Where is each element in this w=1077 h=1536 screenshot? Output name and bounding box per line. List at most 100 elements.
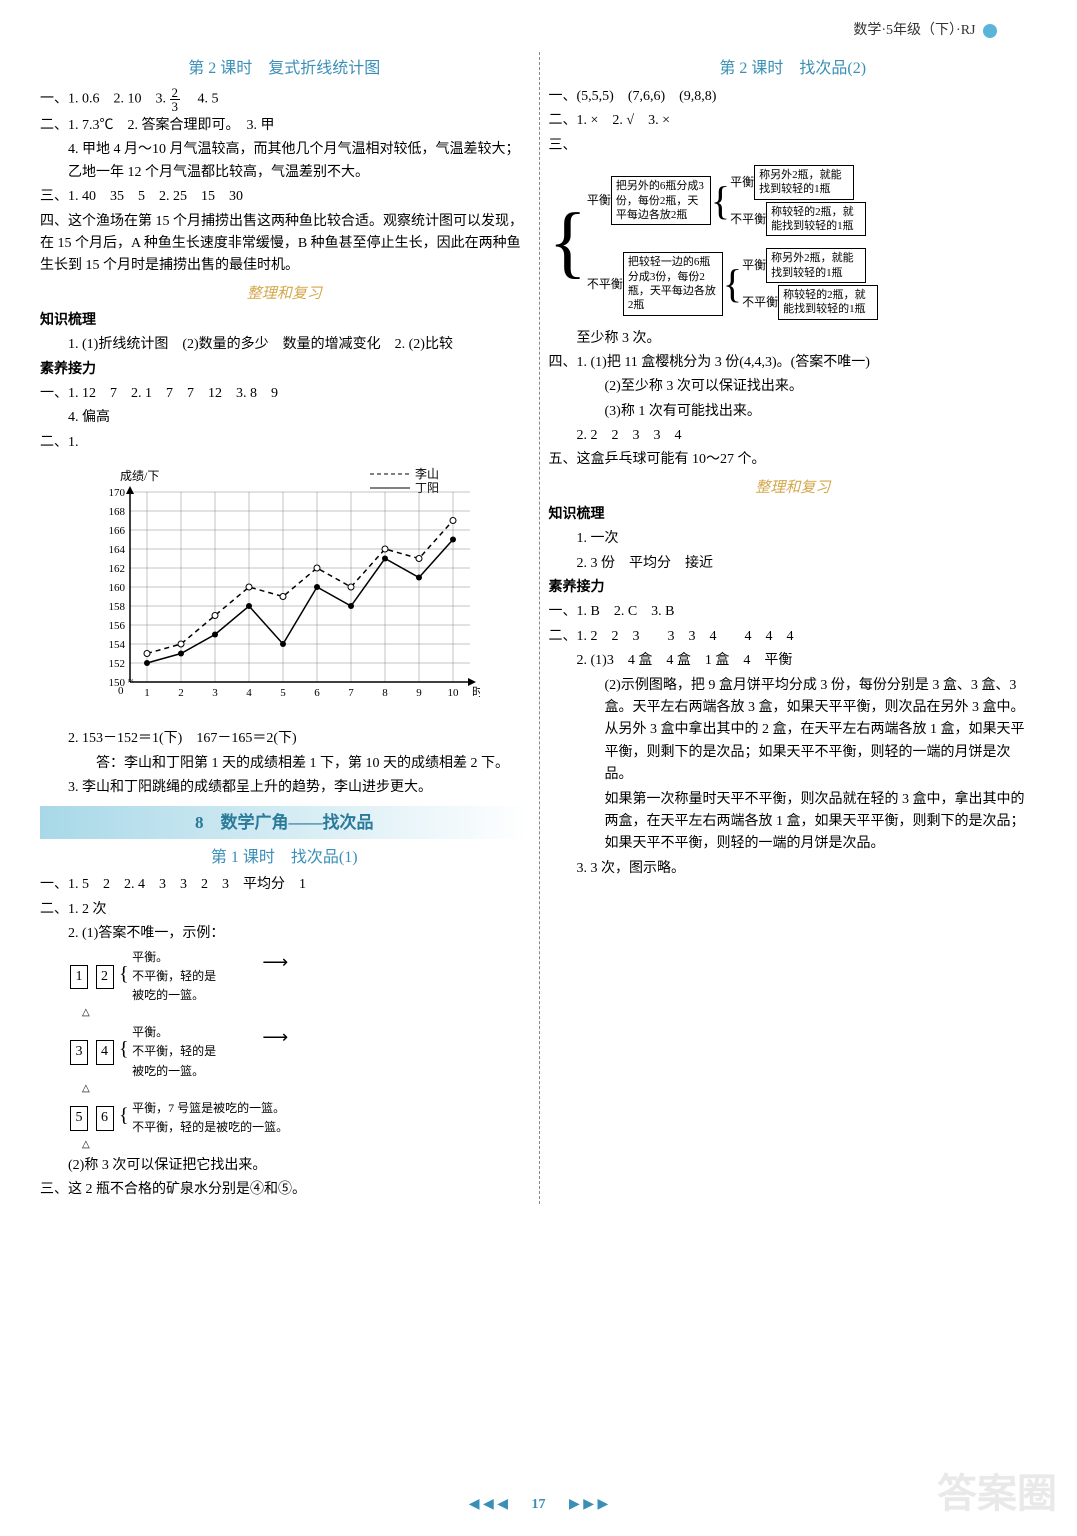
svg-text:丁阳: 丁阳 <box>415 481 439 495</box>
text-line: 3. 3 次，图示略。 <box>549 858 1038 880</box>
left-title-2: 整理和复习 <box>40 282 529 306</box>
header-text: 数学·5年级（下）·RJ <box>853 23 975 38</box>
box: 2 <box>96 965 114 989</box>
text-line: (2)示例图略，把 9 盒月饼平均分成 3 份，每份分别是 3 盒、3 盒、3 … <box>549 675 1038 787</box>
text-line: 如果第一次称量时天平不平衡，则次品就在轻的 3 盒中，拿出其中的两盒，在天平左右… <box>549 789 1038 856</box>
box: 1 <box>70 965 88 989</box>
text: 4. 5 <box>184 92 219 107</box>
left-title-1: 第 2 课时 复式折线统计图 <box>40 56 529 82</box>
chapter-title: 8 数学广角——找次品 <box>40 806 529 839</box>
main-columns: 第 2 课时 复式折线统计图 一、1. 0.6 2. 10 3. 2 3 4. … <box>40 52 1037 1203</box>
svg-text:164: 164 <box>109 544 126 556</box>
svg-text:李山: 李山 <box>415 466 439 481</box>
text-line: 二、1. × 2. √ 3. × <box>549 110 1038 132</box>
text-line: 4. 甲地 4 月～10 月气温较高，而其他几个月气温相对较低，气温差较大；乙地… <box>40 139 529 184</box>
left-title-3: 第 1 课时 找次品(1) <box>40 845 529 871</box>
tree-label: 不平衡 <box>587 276 623 293</box>
svg-text:5: 5 <box>280 687 286 699</box>
svg-text:6: 6 <box>314 687 320 699</box>
text-line: 2. 2 2 3 3 4 <box>549 425 1038 447</box>
text-line: 2. 153－152＝1(下) 167－165＝2(下) <box>40 728 529 750</box>
text-line: (2)称 3 次可以保证把它找出来。 <box>40 1155 529 1177</box>
tree-label: 平衡 <box>742 257 766 274</box>
page-footer: ◀ ◀ ◀ 17 ▶ ▶ ▶ <box>0 1494 1077 1516</box>
svg-text:0: 0 <box>118 685 124 697</box>
heading: 知识梳理 <box>40 310 529 332</box>
arrow-icon: ⟶ <box>262 1023 288 1052</box>
text-line: 四、这个渔场在第 15 个月捕捞出售这两种鱼比较合适。观察统计图可以发现，在 1… <box>40 211 529 278</box>
denominator: 3 <box>170 100 181 113</box>
tree-box: 称另外2瓶，就能找到较轻的1瓶 <box>766 248 866 283</box>
tree-box: 把较轻一边的6瓶分成3份，每份2瓶，天平每边各放2瓶 <box>623 252 723 315</box>
text: 平衡，7 号篮是被吃的一篮。 <box>132 1101 285 1115</box>
chart-svg: 成绩/下李山丁阳15015215415615816016216416616817… <box>80 462 480 712</box>
text-line: 五、这盒乒乓球可能有 10～27 个。 <box>549 449 1038 471</box>
text-line: 一、1. 12 7 2. 1 7 7 12 3. 8 9 <box>40 383 529 405</box>
text-line: 一、1. 0.6 2. 10 3. 2 3 4. 5 <box>40 86 529 113</box>
text-line: (3)称 1 次有可能找出来。 <box>549 401 1038 423</box>
page-number: 17 <box>532 1497 546 1512</box>
right-column: 第 2 课时 找次品(2) 一、(5,5,5) (7,6,6) (9,8,8) … <box>549 52 1038 1203</box>
page-header: 数学·5年级（下）·RJ <box>40 20 1037 42</box>
text: 不平衡，轻的是被吃的一篮。 <box>132 1044 216 1077</box>
footer-right-arrows: ▶ ▶ ▶ <box>569 1497 608 1512</box>
text-line: 1. 一次 <box>549 528 1038 550</box>
text: 平衡。 <box>132 1025 168 1039</box>
svg-text:162: 162 <box>109 563 126 575</box>
line-chart: 成绩/下李山丁阳15015215415615816016216416616817… <box>80 462 529 720</box>
column-divider <box>539 52 540 1203</box>
heading: 素养接力 <box>549 577 1038 599</box>
svg-text:170: 170 <box>109 487 126 499</box>
text-line: 一、1. B 2. C 3. B <box>549 601 1038 623</box>
text-line: 一、(5,5,5) (7,6,6) (9,8,8) <box>549 86 1038 108</box>
svg-text:166: 166 <box>109 525 126 537</box>
text-line: 二、1. 2 次 <box>40 899 529 921</box>
text-line: 三、 <box>549 135 1038 157</box>
text-line: 三、这 2 瓶不合格的矿泉水分别是④和⑤。 <box>40 1179 529 1201</box>
svg-text:8: 8 <box>382 687 388 699</box>
svg-text:158: 158 <box>109 601 126 613</box>
tree-box: 称较轻的2瓶，就能找到较轻的1瓶 <box>778 285 878 320</box>
svg-text:10: 10 <box>448 687 460 699</box>
text-line: 一、1. 5 2 2. 4 3 3 2 3 平均分 1 <box>40 874 529 896</box>
text-line: 至少称 3 次。 <box>549 328 1038 350</box>
balance-row-1: 1 2 { 平衡。 ⟶ 不平衡，轻的是被吃的一篮。 △ <box>40 948 529 1022</box>
balance-row-2: 3 4 { 平衡。 ⟶ 不平衡，轻的是被吃的一篮。 △ <box>40 1023 529 1097</box>
right-title-2: 整理和复习 <box>549 476 1038 500</box>
svg-text:168: 168 <box>109 506 126 518</box>
svg-text:7: 7 <box>348 687 354 699</box>
box: 3 <box>70 1040 88 1064</box>
tree-label: 不平衡 <box>742 294 778 311</box>
text-line: 四、1. (1)把 11 盒樱桃分为 3 份(4,4,3)。(答案不唯一) <box>549 352 1038 374</box>
text-line: 2. (1)3 4 盒 4 盒 1 盒 4 平衡 <box>549 650 1038 672</box>
header-dot <box>983 24 997 38</box>
tree-box: 称另外2瓶，就能找到较轻的1瓶 <box>754 165 854 200</box>
svg-text:152: 152 <box>109 658 126 670</box>
svg-text:3: 3 <box>212 687 218 699</box>
numerator: 2 <box>170 86 181 100</box>
text: 不平衡，轻的是被吃的一篮。 <box>132 1120 288 1134</box>
balance-row-3: 5 6 { 平衡，7 号篮是被吃的一篮。 不平衡，轻的是被吃的一篮。 △ <box>40 1099 529 1153</box>
heading: 素养接力 <box>40 359 529 381</box>
svg-text:1: 1 <box>144 687 150 699</box>
text-line: 4. 偏高 <box>40 407 529 429</box>
text: 平衡。 <box>132 950 168 964</box>
svg-text:4: 4 <box>246 687 252 699</box>
svg-text:9: 9 <box>416 687 422 699</box>
tree-label: 不平衡 <box>730 211 766 228</box>
box: 5 <box>70 1106 88 1130</box>
text: 不平衡，轻的是被吃的一篮。 <box>132 969 216 1002</box>
right-title-1: 第 2 课时 找次品(2) <box>549 56 1038 82</box>
arrow-icon: ⟶ <box>262 948 288 977</box>
footer-left-arrows: ◀ ◀ ◀ <box>469 1497 508 1512</box>
left-column: 第 2 课时 复式折线统计图 一、1. 0.6 2. 10 3. 2 3 4. … <box>40 52 529 1203</box>
svg-text:≈: ≈ <box>128 676 134 687</box>
text-line: 3. 李山和丁阳跳绳的成绩都呈上升的趋势，李山进步更大。 <box>40 777 529 799</box>
box: 4 <box>96 1040 114 1064</box>
text-line: 二、1. 2 2 3 3 3 4 4 4 4 <box>549 626 1038 648</box>
svg-text:时间/天: 时间/天 <box>472 685 480 699</box>
tree-box: 称较轻的2瓶，就能找到较轻的1瓶 <box>766 202 866 237</box>
text: 一、1. 0.6 2. 10 3. <box>40 92 170 107</box>
text-line: 二、1. <box>40 432 529 454</box>
heading: 知识梳理 <box>549 504 1038 526</box>
